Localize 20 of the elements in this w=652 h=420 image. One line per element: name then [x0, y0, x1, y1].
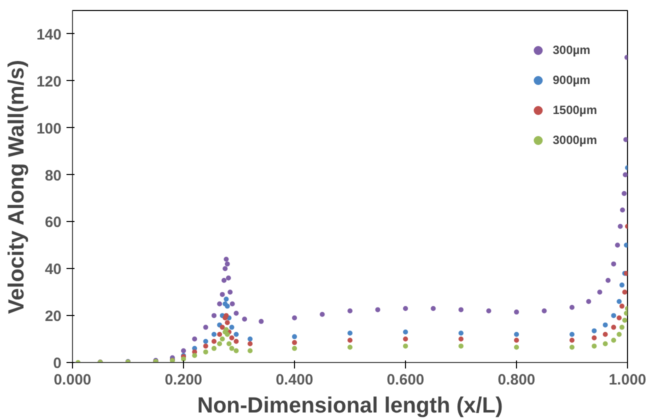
- y-tick-label: 40: [44, 261, 62, 278]
- legend-label: 300µm: [552, 43, 590, 57]
- x-tick-label: 0.800: [498, 372, 536, 388]
- legend-label: 3000µm: [552, 133, 597, 147]
- y-tick-label: 120: [36, 73, 62, 90]
- y-tick-label: 60: [44, 214, 62, 232]
- x-tick-label: 0.400: [276, 372, 314, 388]
- y-tick-label: 100: [36, 120, 62, 138]
- y-tick-label: 0: [53, 355, 62, 372]
- legend-label: 1500µm: [552, 103, 597, 117]
- y-axis-title: Velocity Along Wall(m/s): [3, 60, 28, 314]
- y-tick-label: 140: [36, 26, 62, 44]
- y-tick-label: 20: [44, 308, 62, 326]
- y-tick-label: 80: [44, 167, 62, 184]
- x-tick-label: 1.000: [608, 372, 646, 388]
- x-tick-label: 0.600: [386, 372, 424, 388]
- x-axis-title: Non-Dimensional length (x/L): [197, 392, 503, 418]
- x-tick-label: 0.200: [164, 372, 202, 388]
- x-tick-label: 0.000: [54, 372, 92, 388]
- legend-label: 900µm: [552, 73, 590, 87]
